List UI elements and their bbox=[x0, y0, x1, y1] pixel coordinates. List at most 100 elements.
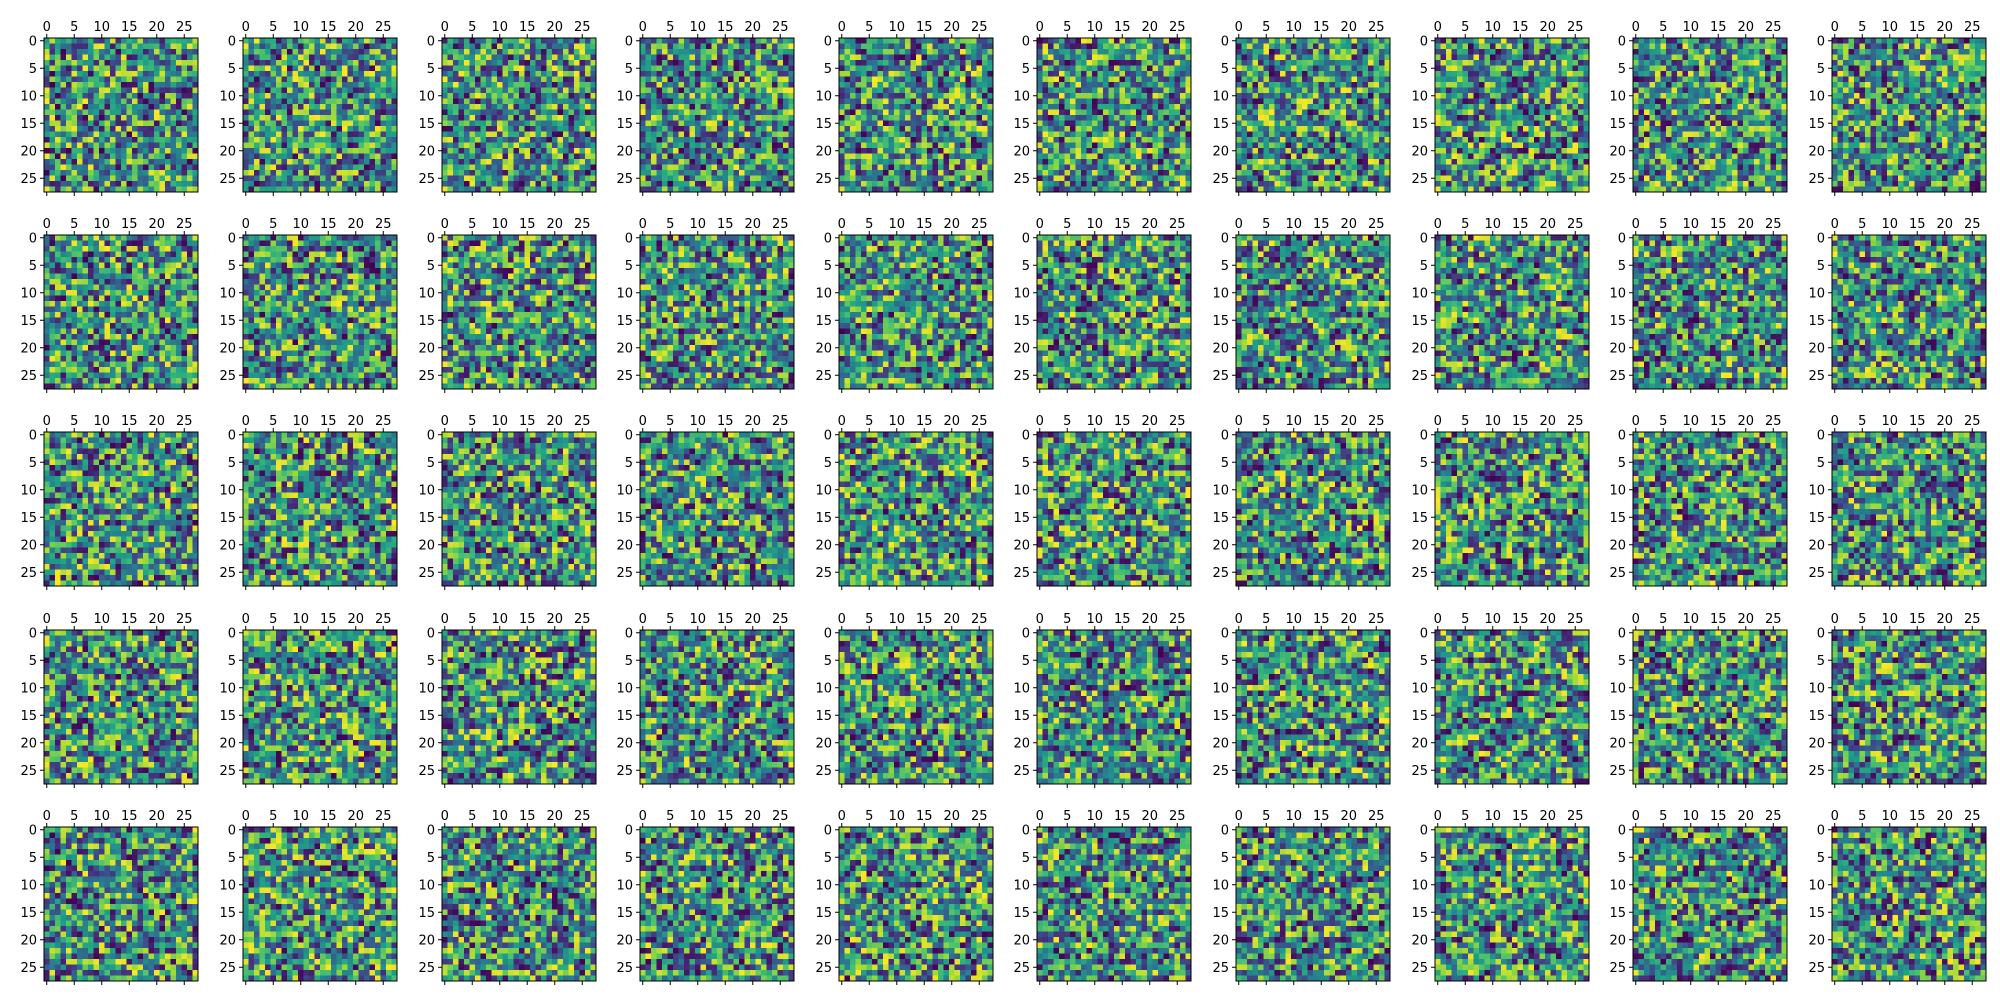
heatmap-cell bbox=[276, 82, 282, 88]
heatmap-cell bbox=[459, 170, 465, 176]
heatmap-cell bbox=[243, 132, 249, 138]
heatmap-cell bbox=[492, 181, 498, 187]
heatmap-cell bbox=[353, 132, 359, 138]
heatmap-cell bbox=[193, 165, 199, 171]
heatmap-cell bbox=[127, 49, 133, 55]
heatmap-cell bbox=[640, 49, 646, 55]
heatmap-cell bbox=[684, 38, 690, 44]
heatmap-cell bbox=[55, 44, 61, 50]
heatmap-cell bbox=[61, 88, 67, 94]
heatmap-cell bbox=[77, 148, 83, 154]
heatmap-cell bbox=[569, 159, 575, 165]
heatmap-cell bbox=[276, 77, 282, 83]
heatmap-cell bbox=[370, 77, 376, 83]
heatmap-cell bbox=[370, 60, 376, 66]
heatmap-cell bbox=[331, 115, 337, 121]
heatmap-cell bbox=[132, 77, 138, 83]
heatmap-cell bbox=[171, 148, 177, 154]
heatmap-cell bbox=[243, 93, 249, 99]
heatmap-cell bbox=[585, 99, 591, 105]
heatmap-cell bbox=[497, 121, 503, 127]
heatmap-cell bbox=[569, 55, 575, 61]
heatmap-cell bbox=[552, 104, 558, 110]
heatmap-cell bbox=[370, 187, 376, 193]
heatmap-cell bbox=[243, 82, 249, 88]
heatmap-cell bbox=[282, 49, 288, 55]
heatmap-cell bbox=[265, 99, 271, 105]
heatmap-cell bbox=[88, 159, 94, 165]
heatmap-cell bbox=[337, 77, 343, 83]
heatmap-cell bbox=[662, 66, 668, 72]
heatmap-cell bbox=[44, 38, 50, 44]
heatmap-cell bbox=[772, 49, 778, 55]
heatmap-cell bbox=[171, 88, 177, 94]
heatmap-cell bbox=[265, 181, 271, 187]
heatmap-cell bbox=[519, 82, 525, 88]
heatmap-cell bbox=[508, 137, 514, 143]
heatmap-cell bbox=[110, 159, 116, 165]
heatmap-cell bbox=[519, 88, 525, 94]
heatmap-cell bbox=[55, 38, 61, 44]
heatmap-cell bbox=[331, 38, 337, 44]
heatmap-cell bbox=[50, 66, 56, 72]
heatmap-cell bbox=[254, 143, 260, 149]
heatmap-cell bbox=[547, 170, 553, 176]
heatmap-cell bbox=[271, 115, 277, 121]
heatmap-cell bbox=[105, 82, 111, 88]
heatmap-cell bbox=[536, 148, 542, 154]
heatmap-cell bbox=[160, 165, 166, 171]
heatmap-cell bbox=[486, 181, 492, 187]
heatmap-cell bbox=[337, 104, 343, 110]
heatmap-cell bbox=[783, 49, 789, 55]
heatmap-cell bbox=[121, 38, 127, 44]
heatmap-cell bbox=[282, 71, 288, 77]
heatmap-cell bbox=[778, 71, 784, 77]
heatmap-cell bbox=[143, 82, 149, 88]
heatmap-cell bbox=[348, 143, 354, 149]
heatmap-cell bbox=[585, 187, 591, 193]
heatmap-cell bbox=[375, 148, 381, 154]
x-tick-label: 10 bbox=[491, 20, 508, 35]
heatmap-cell bbox=[271, 165, 277, 171]
heatmap-cell bbox=[249, 126, 255, 132]
heatmap-cell bbox=[143, 132, 149, 138]
heatmap-cell bbox=[536, 99, 542, 105]
heatmap-cell bbox=[171, 143, 177, 149]
heatmap-cell bbox=[497, 148, 503, 154]
heatmap-cell bbox=[563, 137, 569, 143]
heatmap-cell bbox=[44, 88, 50, 94]
heatmap-cell bbox=[110, 44, 116, 50]
heatmap-cell bbox=[364, 93, 370, 99]
heatmap-cell bbox=[243, 55, 249, 61]
heatmap-cell bbox=[464, 44, 470, 50]
heatmap-cell bbox=[88, 44, 94, 50]
heatmap-cell bbox=[475, 115, 481, 121]
heatmap-cell bbox=[315, 49, 321, 55]
heatmap-cell bbox=[536, 66, 542, 72]
heatmap-cell bbox=[547, 88, 553, 94]
heatmap-cell bbox=[171, 170, 177, 176]
heatmap-cell bbox=[348, 49, 354, 55]
heatmap-cell bbox=[503, 159, 509, 165]
heatmap-cell bbox=[459, 148, 465, 154]
heatmap-cell bbox=[574, 159, 580, 165]
heatmap-cell bbox=[55, 176, 61, 182]
heatmap-cell bbox=[475, 88, 481, 94]
heatmap-cell bbox=[651, 38, 657, 44]
heatmap-cell bbox=[88, 126, 94, 132]
heatmap-cell bbox=[287, 49, 293, 55]
heatmap-cell bbox=[651, 60, 657, 66]
heatmap-cell bbox=[386, 110, 392, 116]
heatmap-cell bbox=[761, 55, 767, 61]
heatmap-cell bbox=[530, 176, 536, 182]
heatmap-cell bbox=[459, 66, 465, 72]
heatmap-cell bbox=[149, 55, 155, 61]
heatmap-cell bbox=[260, 148, 266, 154]
heatmap-cell bbox=[160, 137, 166, 143]
heatmap-cell bbox=[187, 99, 193, 105]
heatmap-cell bbox=[127, 55, 133, 61]
heatmap-cell bbox=[187, 49, 193, 55]
heatmap-cell bbox=[193, 82, 199, 88]
heatmap-cell bbox=[132, 176, 138, 182]
heatmap-cell bbox=[187, 132, 193, 138]
